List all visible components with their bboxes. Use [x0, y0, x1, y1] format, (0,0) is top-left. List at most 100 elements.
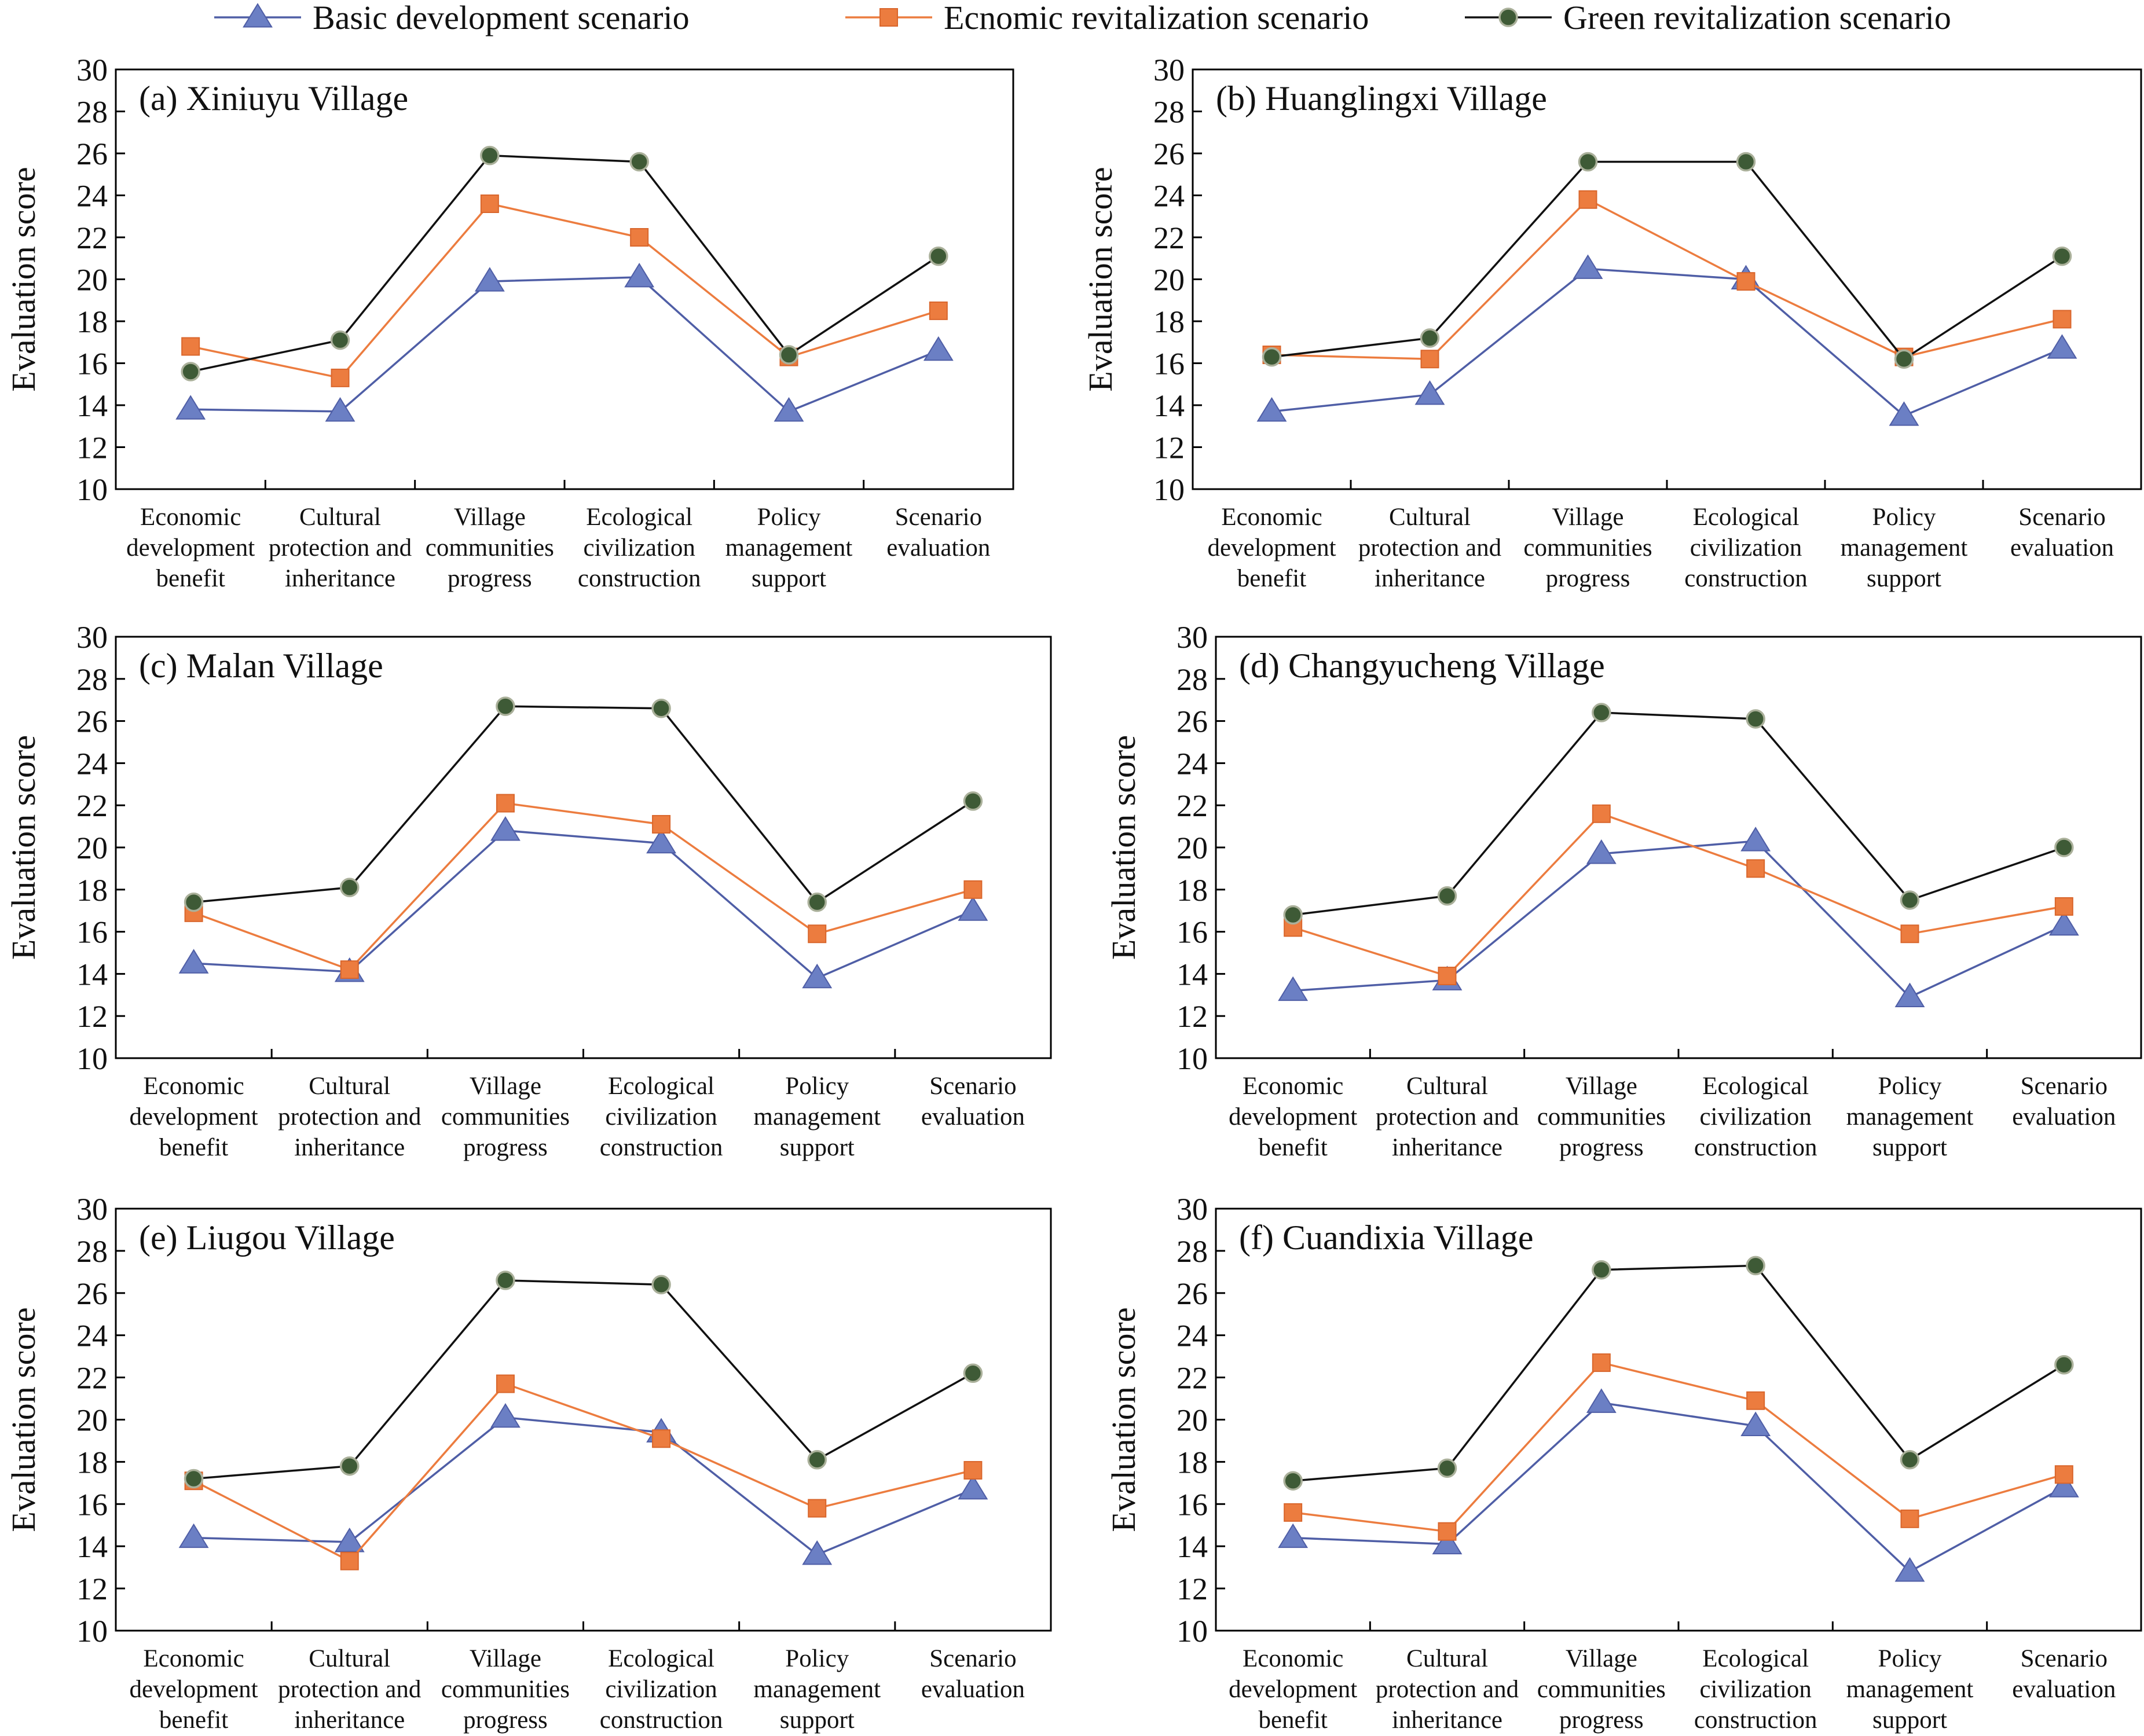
- data-point-village-communities-progress: [1592, 804, 1611, 823]
- series-basic-development-scenario: [178, 1403, 988, 1565]
- panel-title: (a) Xiniuyu Village: [139, 79, 408, 118]
- data-point-economic-development-benefit: [1278, 1523, 1309, 1548]
- x-tick-label-line: Village: [454, 504, 526, 531]
- data-point-village-communities-progress: [480, 194, 499, 213]
- data-point-scenario-evaluation: [963, 1460, 983, 1480]
- x-tick-label-line: support: [780, 1706, 855, 1734]
- data-point-cultural-protection-and-inheritance: [1438, 967, 1457, 986]
- y-tick-label: 20: [1177, 831, 1208, 865]
- x-tick-label-line: Village: [470, 1645, 541, 1672]
- y-tick-label: 12: [76, 1572, 108, 1606]
- y-tick-label: 28: [1177, 1234, 1208, 1269]
- x-tick-label-line: Policy: [1878, 1073, 1942, 1100]
- x-tick-label-line: protection and: [278, 1103, 421, 1131]
- x-tick-label-village-communities-progress: Village communities progress: [1537, 1073, 1666, 1161]
- data-point-policy-management-support: [1889, 401, 1919, 426]
- data-point-village-communities-progress: [496, 1374, 515, 1393]
- x-tick-label-line: benefit: [1258, 1134, 1327, 1161]
- data-point-scenario-evaluation: [963, 791, 983, 811]
- y-tick-label: 14: [76, 388, 108, 423]
- y-tick-label: 26: [1153, 137, 1185, 171]
- series-line: [1293, 840, 2065, 999]
- y-tick-label: 24: [76, 179, 108, 214]
- y-tick-label: 22: [1153, 221, 1185, 255]
- data-point-cultural-protection-and-inheritance: [1437, 886, 1457, 906]
- x-tick-label-village-communities-progress: Village communities progress: [1523, 504, 1652, 592]
- y-tick-label: 16: [76, 347, 108, 381]
- x-tick-label-policy-management-support: Policy management support: [1846, 1645, 1974, 1734]
- x-tick-label-line: Economic: [140, 504, 241, 531]
- y-tick-label: 20: [76, 831, 108, 865]
- series-ecnomic-revitalization-scenario: [1284, 804, 2073, 986]
- x-tick-label-line: evaluation: [921, 1103, 1025, 1131]
- series-line: [193, 705, 974, 904]
- chart-panel-f: 10 12 14 16 18 20 22 24 26 28 30 Economic developmen…: [1105, 1192, 2142, 1734]
- y-tick-label: 12: [76, 431, 108, 465]
- data-point-cultural-protection-and-inheritance: [1438, 1522, 1457, 1541]
- plot-frame: [115, 1208, 1052, 1632]
- series-green-revitalization-scenario: [184, 1271, 983, 1489]
- x-tick-label-line: Cultural: [309, 1645, 390, 1672]
- x-tick-label-line: benefit: [156, 565, 225, 592]
- x-tick-label-line: protection and: [1358, 534, 1501, 561]
- legend-item-green-revitalization-scenario: Green revitalization scenario: [1465, 0, 1951, 36]
- data-point-policy-management-support: [1894, 982, 1925, 1007]
- series-green-revitalization-scenario: [1283, 1256, 2074, 1491]
- data-point-village-communities-progress: [496, 794, 515, 813]
- data-point-policy-management-support: [807, 1450, 827, 1470]
- x-tick-label-line: Scenario: [929, 1073, 1016, 1100]
- y-tick-label: 28: [76, 1234, 108, 1269]
- data-point-economic-development-benefit: [184, 1469, 204, 1489]
- x-tick-label-line: evaluation: [2010, 534, 2114, 561]
- data-point-economic-development-benefit: [1256, 397, 1287, 422]
- y-tick-label: 18: [1153, 304, 1185, 339]
- series-line: [1271, 160, 2063, 361]
- x-tick-label-scenario-evaluation: Scenario evaluation: [2010, 504, 2114, 561]
- x-tick-label-economic-development-benefit: Economic development benefit: [130, 1073, 258, 1161]
- y-tick-label: 30: [76, 620, 108, 655]
- x-tick-label-ecological-civilization-construction: Ecological civilization construction: [1684, 504, 1808, 592]
- x-tick-label-line: Village: [1566, 1073, 1637, 1100]
- series-basic-development-scenario: [1256, 254, 2077, 426]
- x-tick-label-line: Ecological: [608, 1645, 714, 1672]
- y-tick-label: 10: [1153, 472, 1185, 507]
- x-tick-label-economic-development-benefit: Economic development benefit: [1229, 1073, 1357, 1161]
- x-tick-label-ecological-civilization-construction: Ecological civilization construction: [1694, 1645, 1817, 1734]
- y-tick-label: 18: [76, 1445, 108, 1480]
- legend-label: Ecnomic revitalization scenario: [944, 0, 1369, 36]
- data-point-policy-management-support: [1894, 1557, 1925, 1582]
- y-tick-label: 12: [1153, 431, 1185, 465]
- series-line: [193, 1279, 974, 1480]
- y-tick-label: 24: [1153, 179, 1185, 214]
- x-tick-label-economic-development-benefit: Economic development benefit: [1229, 1645, 1357, 1734]
- data-point-cultural-protection-and-inheritance: [1437, 1458, 1457, 1478]
- data-point-village-communities-progress: [480, 145, 500, 166]
- data-point-scenario-evaluation: [923, 336, 954, 361]
- x-tick-label-line: evaluation: [2012, 1676, 2116, 1703]
- series-basic-development-scenario: [1278, 1388, 2079, 1582]
- data-point-economic-development-benefit: [175, 395, 206, 420]
- y-tick-label: 20: [1177, 1403, 1208, 1438]
- x-tick-label-village-communities-progress: Village communities progress: [426, 504, 554, 592]
- data-point-village-communities-progress: [490, 1403, 521, 1428]
- y-tick-label: 16: [76, 915, 108, 950]
- data-point-scenario-evaluation: [958, 896, 988, 921]
- data-point-ecological-civilization-construction: [652, 814, 671, 834]
- y-tick-label: 14: [76, 1529, 108, 1564]
- y-tick-label: 28: [76, 662, 108, 697]
- chart-panels: 10 12 14 16 18 20 22 24 26 28 30 Economic developmen…: [5, 53, 2142, 1734]
- x-tick-label-line: civilization: [583, 534, 695, 561]
- chart-panel-d: 10 12 14 16 18 20 22 24 26 28 30 Economic developmen…: [1105, 620, 2142, 1161]
- y-tick-label: 28: [1153, 95, 1185, 130]
- series-line: [1293, 1401, 2065, 1573]
- x-tick-label-line: protection and: [278, 1676, 421, 1703]
- data-point-scenario-evaluation: [2052, 246, 2072, 266]
- data-point-ecological-civilization-construction: [1740, 827, 1771, 852]
- data-point-ecological-civilization-construction: [1736, 272, 1755, 291]
- data-point-policy-management-support: [1900, 890, 1920, 910]
- data-point-scenario-evaluation: [963, 1363, 983, 1383]
- x-tick-label-line: protection and: [269, 534, 412, 561]
- x-tick-label-cultural-protection-and-inheritance: Cultural protection and inheritance: [278, 1073, 421, 1161]
- data-point-ecological-civilization-construction: [1746, 709, 1765, 729]
- series-basic-development-scenario: [178, 816, 988, 989]
